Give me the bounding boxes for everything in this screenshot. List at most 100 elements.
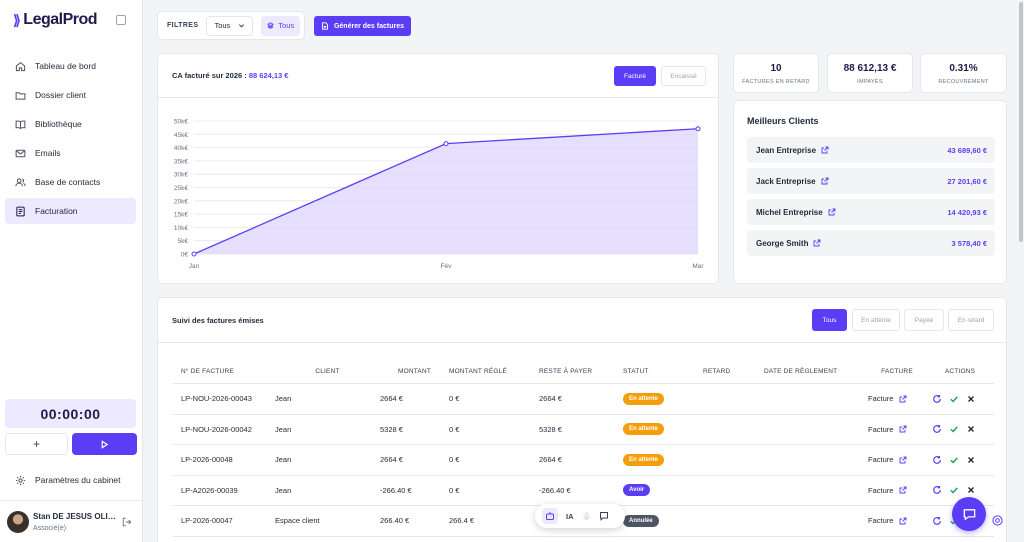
- close-icon[interactable]: [966, 485, 976, 495]
- client-amount: 3 578,40 €: [951, 238, 987, 248]
- external-link-icon[interactable]: [828, 208, 836, 216]
- external-link-icon[interactable]: [899, 395, 907, 403]
- invoice-link[interactable]: Facture: [868, 425, 926, 434]
- page-scrollbar[interactable]: [1018, 0, 1024, 542]
- toggle-invoiced[interactable]: Facturé: [614, 66, 656, 86]
- col-header: RESTE À PAYER: [539, 368, 593, 375]
- col-header: MONTANT RÉGLÉ: [449, 368, 507, 375]
- sidebar-collapse-icon[interactable]: [116, 15, 126, 25]
- app-logo[interactable]: ⟫ LegalProd: [13, 11, 98, 29]
- filters-bar: FILTRES Tous Tous: [157, 11, 305, 40]
- external-link-icon[interactable]: [899, 517, 907, 525]
- y-tick-label: 25k€: [174, 185, 188, 192]
- cabinet-settings-link[interactable]: Paramètres du cabinet: [5, 468, 136, 492]
- y-tick-label: 45k€: [174, 132, 188, 139]
- refresh-icon[interactable]: [932, 424, 942, 434]
- microphone-icon[interactable]: [582, 511, 591, 521]
- check-icon[interactable]: [949, 485, 959, 495]
- best-client-item[interactable]: George Smith 3 578,40 €: [747, 230, 995, 256]
- chat-button[interactable]: [952, 497, 986, 531]
- kpi-recovery: 0.31% RECOUVREMENT: [920, 53, 1007, 93]
- refresh-icon[interactable]: [932, 485, 942, 495]
- table-row[interactable]: LP-2026-00047 Espace client 266.40 € 266.4 …: [173, 506, 994, 537]
- table-row[interactable]: LP-NOU-2026-00042 Jean 5328 € 0 € 5328 € En a…: [173, 415, 994, 445]
- sidebar-item-dashboard[interactable]: Tableau de bord: [5, 53, 136, 79]
- external-link-icon[interactable]: [899, 486, 907, 494]
- invoice-rest: 2664 €: [539, 394, 562, 404]
- sidebar-item-label: Tableau de bord: [35, 61, 96, 71]
- invoice-link[interactable]: Facture: [868, 394, 926, 403]
- ia-bot-button[interactable]: [542, 508, 558, 524]
- invoice-client: Jean: [275, 455, 292, 465]
- sidebar-item-emails[interactable]: Emails: [5, 140, 136, 166]
- close-icon[interactable]: [966, 394, 976, 404]
- invoice-filter-late[interactable]: En retard: [948, 309, 994, 331]
- bot-icon: [546, 512, 554, 520]
- user-profile[interactable]: Stan DE JESUS OLIVEIRA Associé(e): [0, 500, 143, 542]
- filter-chip[interactable]: Tous: [261, 15, 301, 36]
- best-client-item[interactable]: Jack Entreprise 27 201,60 €: [747, 168, 995, 194]
- best-client-item[interactable]: Michel Entreprise 14 420,93 €: [747, 199, 995, 225]
- message-icon[interactable]: [599, 511, 609, 521]
- toggle-collected[interactable]: Encaissé: [661, 66, 706, 86]
- row-actions: [926, 424, 994, 434]
- invoice-link[interactable]: Facture: [868, 516, 926, 525]
- play-icon: [101, 439, 109, 449]
- col-header: N° DE FACTURE: [181, 368, 234, 375]
- close-icon[interactable]: [966, 424, 976, 434]
- chart-title: CA facturé sur 2026 : 88 624,13 €: [172, 71, 288, 80]
- best-clients-title: Meilleurs Clients: [747, 116, 819, 126]
- invoice-rest: 2664 €: [539, 455, 562, 465]
- invoice-link[interactable]: Facture: [868, 455, 926, 464]
- external-link-icon[interactable]: [899, 456, 907, 464]
- sidebar-item-billing[interactable]: Facturation: [5, 198, 136, 224]
- client-name: George Smith: [756, 238, 809, 248]
- table-row[interactable]: LP-2026-00048 Jean 2664 € 0 € 2664 € En atten…: [173, 445, 994, 476]
- sidebar-item-label: Bibliothèque: [35, 119, 82, 129]
- divider: [158, 342, 1006, 343]
- area-fill: [194, 128, 698, 254]
- period-select[interactable]: Tous: [206, 15, 254, 36]
- status-badge: Annulée: [623, 514, 659, 527]
- invoice-link[interactable]: Facture: [868, 486, 926, 495]
- generate-invoices-button[interactable]: Générer des factures: [314, 16, 411, 36]
- table-row[interactable]: LP-NOU-2026-00043 Jean 2664 € 0 € 2664 € En a…: [173, 384, 994, 415]
- row-actions: [926, 485, 994, 495]
- refresh-icon[interactable]: [932, 455, 942, 465]
- chat-icon: [963, 508, 975, 520]
- external-link-icon[interactable]: [899, 425, 907, 433]
- sidebar-item-library[interactable]: Bibliothèque: [5, 111, 136, 137]
- sidebar-item-client-files[interactable]: Dossier client: [5, 82, 136, 108]
- refresh-icon[interactable]: [932, 394, 942, 404]
- invoice-filter-pending[interactable]: En attente: [852, 309, 900, 331]
- y-tick-label: 40k€: [174, 145, 188, 152]
- close-icon[interactable]: [966, 455, 976, 465]
- best-client-item[interactable]: Jean Entreprise 43 689,60 €: [747, 137, 995, 163]
- ia-toolbar: IA: [535, 504, 625, 528]
- refresh-icon[interactable]: [932, 516, 942, 526]
- status-badge: Avoir: [623, 484, 651, 497]
- check-icon[interactable]: [949, 455, 959, 465]
- logout-icon[interactable]: [122, 517, 132, 527]
- timer-play-button[interactable]: [72, 433, 137, 455]
- logo-icon: ⟫: [13, 11, 21, 28]
- invoices-title: Suivi des factures émises: [172, 316, 264, 325]
- invoice-filter-all[interactable]: Tous: [812, 309, 847, 331]
- table-row[interactable]: LP-A2026-00039 Jean -266.40 € 0 € -266.40 € A…: [173, 476, 994, 506]
- external-link-icon[interactable]: [821, 146, 829, 154]
- timer-add-button[interactable]: +: [5, 433, 68, 455]
- client-name: Jean Entreprise: [756, 145, 817, 155]
- data-point: [695, 126, 701, 132]
- col-header: ACTIONS: [944, 368, 976, 375]
- support-icon[interactable]: [992, 515, 1003, 526]
- external-link-icon[interactable]: [821, 177, 829, 185]
- ia-label[interactable]: IA: [566, 511, 574, 521]
- external-link-icon[interactable]: [813, 239, 821, 247]
- invoice-amount: 2664 €: [380, 455, 403, 465]
- invoice-filter-paid[interactable]: Payée: [904, 309, 944, 331]
- sidebar-item-contacts[interactable]: Base de contacts: [5, 169, 136, 195]
- check-icon[interactable]: [949, 394, 959, 404]
- scrollbar-thumb[interactable]: [1019, 2, 1023, 242]
- generate-invoices-label: Générer des factures: [333, 22, 405, 30]
- check-icon[interactable]: [949, 424, 959, 434]
